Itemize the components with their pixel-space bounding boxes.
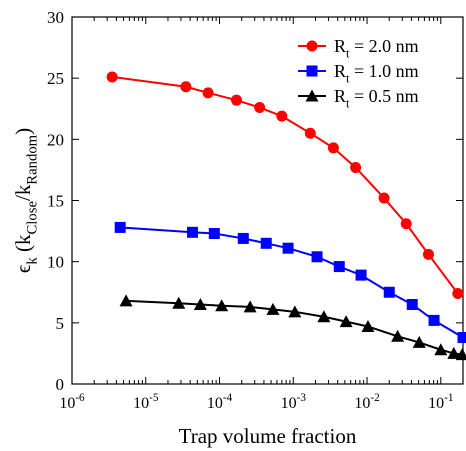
y-tick-label: 15 (47, 192, 64, 211)
y-tick-label: 10 (47, 253, 64, 272)
point (361, 320, 375, 333)
point (193, 297, 207, 310)
point (305, 89, 319, 102)
text-segment: 10 (354, 395, 370, 412)
point (119, 294, 133, 307)
point (383, 286, 395, 298)
y-tick-label: 0 (56, 375, 65, 394)
point (282, 242, 294, 254)
text-segment: ) (11, 128, 35, 135)
point (266, 302, 280, 315)
text-segment: 10 (133, 395, 149, 412)
point (457, 332, 466, 344)
text-segment: R (334, 61, 346, 81)
point (215, 299, 229, 312)
point (260, 237, 272, 249)
text-segment: -2 (370, 392, 379, 404)
point (317, 310, 331, 323)
y-axis-label: ϵk (kClose/kRandom) (11, 128, 40, 273)
text-segment: 10 (207, 395, 223, 412)
point (422, 248, 434, 260)
x-tick-label: 10-4 (207, 392, 233, 412)
x-tick-label: 10-5 (133, 392, 159, 412)
point (355, 269, 367, 281)
legend-label: Rt = 2.0 nm (334, 36, 419, 60)
point (306, 40, 318, 52)
text-segment: -6 (75, 392, 85, 404)
text-segment: t (346, 46, 350, 60)
point (333, 261, 345, 273)
text-segment: /k (11, 184, 35, 201)
x-axis-label: Trap volume fraction (179, 424, 357, 448)
point (106, 71, 118, 83)
text-segment: 10 (428, 395, 444, 412)
x-tick-label: 10-1 (428, 392, 453, 412)
point (202, 87, 214, 99)
text-segment: -4 (223, 392, 233, 404)
point (114, 221, 126, 233)
point (327, 142, 339, 154)
point (243, 300, 257, 313)
point (304, 127, 316, 139)
point (391, 329, 405, 342)
point (455, 348, 466, 361)
text-segment: = 0.5 nm (350, 86, 419, 106)
text-segment: t (346, 71, 350, 85)
point (350, 161, 362, 173)
point (447, 346, 461, 359)
point (406, 298, 418, 310)
text-segment: R (334, 36, 346, 56)
point (180, 81, 192, 93)
point (186, 226, 198, 238)
point (400, 218, 412, 230)
point (339, 315, 353, 328)
text-segment: k (24, 257, 40, 265)
point (434, 343, 448, 356)
point (452, 287, 464, 299)
y-tick-label: 5 (56, 314, 65, 333)
text-segment: (k (11, 234, 35, 257)
text-segment: t (346, 96, 350, 110)
point (254, 102, 266, 114)
point (172, 296, 186, 309)
point (428, 314, 440, 326)
text-segment: 10 (59, 395, 75, 412)
point (208, 228, 220, 240)
text-segment: Random (24, 134, 40, 184)
x-tick-label: 10-6 (59, 392, 85, 412)
text-segment: -3 (297, 392, 307, 404)
point (231, 94, 243, 106)
text-segment: ϵ (11, 264, 35, 273)
point (237, 232, 249, 244)
x-tick-label: 10-3 (281, 392, 307, 412)
text-segment: -5 (149, 392, 159, 404)
y-tick-label: 30 (47, 8, 64, 27)
text-segment: Close (24, 201, 40, 235)
point (378, 192, 390, 204)
text-segment: 10 (281, 395, 297, 412)
text-segment: = 1.0 nm (350, 61, 419, 81)
text-segment: = 2.0 nm (350, 36, 419, 56)
y-tick-label: 25 (47, 69, 64, 88)
point (311, 251, 323, 263)
legend-label: Rt = 1.0 nm (334, 61, 419, 85)
point (306, 65, 318, 77)
text-segment: -1 (444, 392, 453, 404)
point (412, 335, 426, 348)
point (276, 110, 288, 122)
point (288, 305, 302, 318)
text-segment: R (334, 86, 346, 106)
y-tick-label: 20 (47, 130, 64, 149)
series-line (111, 75, 459, 295)
legend-label: Rt = 0.5 nm (334, 86, 419, 110)
x-tick-label: 10-2 (354, 392, 379, 412)
